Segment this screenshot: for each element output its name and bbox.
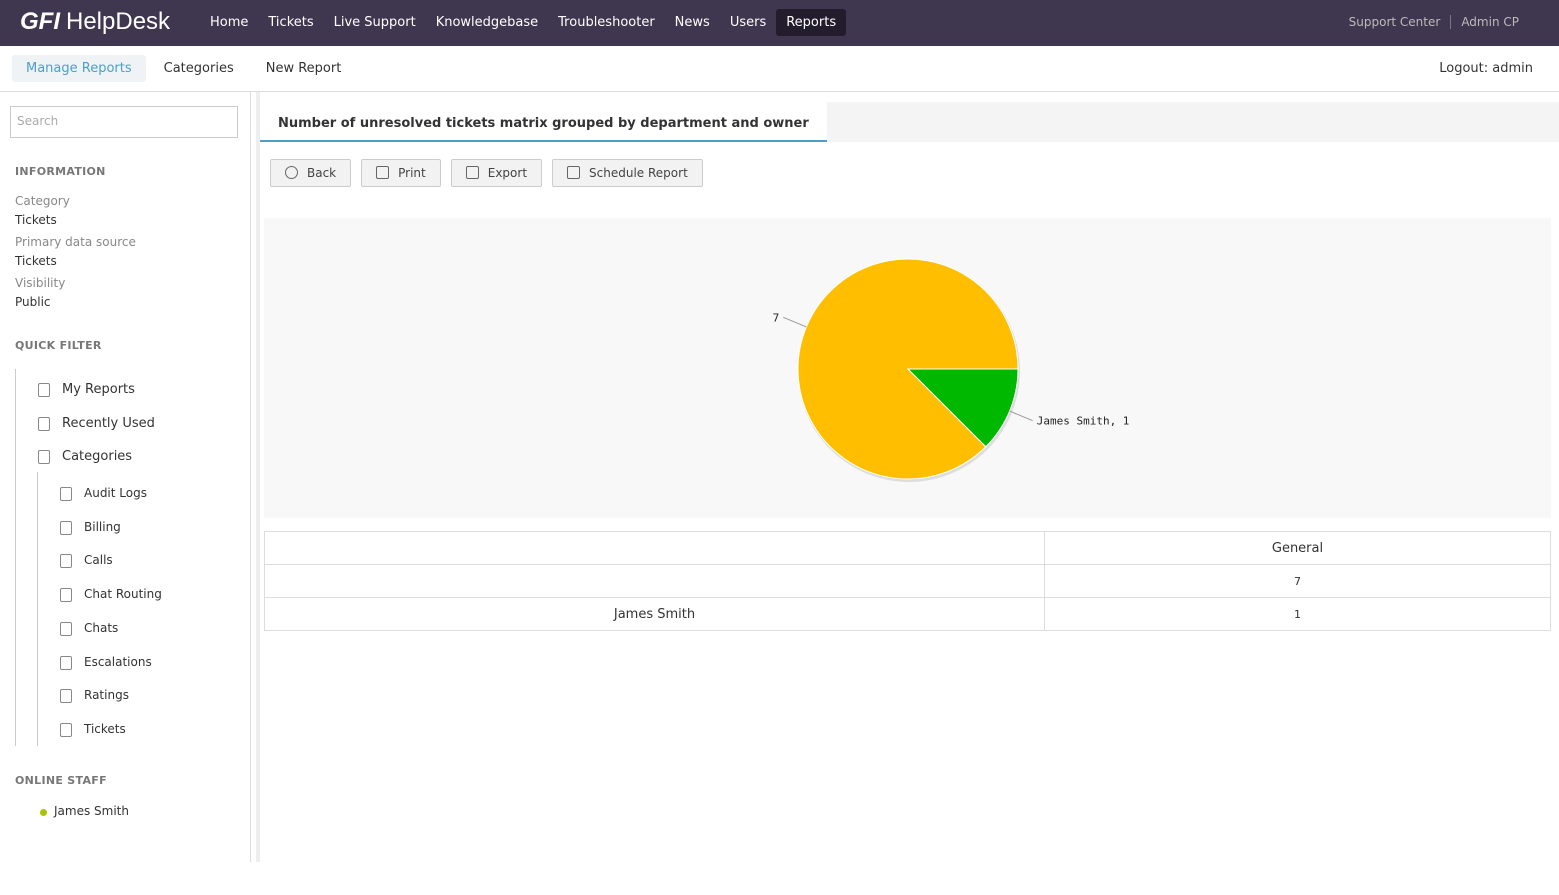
category-icon — [60, 487, 72, 501]
toolbar-button[interactable]: Export — [450, 159, 543, 187]
category-link[interactable]: Ratings — [84, 688, 129, 703]
logo-product: HelpDesk — [66, 8, 171, 35]
staff-name: James Smith — [54, 804, 129, 818]
button-icon — [465, 166, 479, 179]
info-value: Public — [15, 295, 51, 309]
category-link[interactable]: Chat Routing — [84, 587, 162, 602]
info-label: Visibility — [15, 276, 66, 290]
info-value: Tickets — [15, 213, 57, 227]
category-icon — [60, 554, 72, 569]
heading: QUICK FILTER — [15, 339, 102, 352]
quick-filter[interactable]: Recently Used — [62, 415, 155, 431]
status-dot — [40, 809, 47, 816]
report-tab[interactable]: Number of unresolved tickets matrix grou… — [260, 102, 827, 142]
quick-filter[interactable]: My Reports — [62, 382, 135, 397]
sub-tab[interactable]: New Report — [265, 61, 342, 76]
main-nav: Home Tickets Live Support Knowledgebase Trou… — [200, 9, 847, 36]
category-link[interactable]: Chats — [84, 620, 119, 635]
quick-filter[interactable]: Categories — [62, 449, 133, 464]
nav-item[interactable]: Home — [210, 15, 249, 30]
category-icon — [60, 689, 72, 704]
nav-item[interactable]: Troubleshooter — [558, 15, 655, 30]
nav-item[interactable]: Reports — [776, 9, 847, 36]
table-cell: 7 — [1044, 564, 1551, 598]
category-link[interactable]: Billing — [84, 519, 121, 534]
tabs: Manage Reports Categories New Report — [12, 55, 355, 82]
column-header: General — [1044, 531, 1551, 565]
nav-item[interactable]: Tickets — [268, 15, 314, 30]
toolbar-button[interactable]: Back — [270, 159, 352, 187]
category-icon — [60, 520, 72, 535]
nav-item[interactable]: News — [674, 15, 710, 30]
toolbar-button[interactable]: Print — [361, 159, 441, 187]
table-cell — [264, 531, 1045, 565]
table-cell — [264, 564, 1045, 598]
info-label: Category — [15, 194, 70, 208]
logout[interactable]: Logout: admin — [1439, 61, 1533, 76]
category-link[interactable]: Audit Logs — [84, 486, 147, 500]
filter-icon — [38, 416, 50, 431]
search-box[interactable]: Search — [10, 106, 238, 138]
table-row: James Smith 1 — [264, 597, 1551, 631]
category-icon — [60, 588, 72, 603]
filter-icon — [38, 450, 50, 464]
category-link[interactable]: Calls — [84, 553, 113, 568]
nav-item[interactable]: Live Support — [333, 15, 416, 30]
sidebar: Search INFORMATION QUICK FILTER ONLINE S… — [0, 92, 251, 862]
category-icon — [60, 722, 72, 737]
top-bar: GFI HelpDesk Home Tickets Live Support Knowl… — [0, 0, 1559, 46]
table-row: 7 — [264, 564, 1551, 598]
header-link[interactable]: Admin CP — [1450, 15, 1519, 29]
sub-tab[interactable]: Categories — [163, 61, 234, 76]
toolbar-button[interactable]: Schedule Report — [552, 159, 703, 187]
toolbar: Back Print Export Schedule Report — [270, 159, 703, 187]
report-area: Number of unresolved tickets matrix grou… — [256, 92, 1559, 862]
header-link[interactable]: Support Center — [1348, 15, 1441, 29]
logo-brand: GFI — [20, 8, 60, 35]
nav-item[interactable]: Knowledgebase — [435, 15, 539, 30]
right-links: Support Center Admin CP — [1349, 15, 1519, 29]
sub-tab[interactable]: Manage Reports — [12, 55, 146, 82]
category-link[interactable]: Escalations — [84, 654, 152, 669]
nav-item[interactable]: Users — [729, 15, 767, 30]
heading: ONLINE STAFF — [15, 774, 107, 787]
tree-line — [37, 472, 38, 746]
table-header-row: General — [264, 531, 1551, 565]
button-icon — [567, 166, 581, 179]
category-icon — [60, 655, 72, 670]
info-label: Primary data source — [15, 235, 136, 249]
report-tab-bar: Number of unresolved tickets matrix grou… — [260, 102, 1559, 142]
category-icon — [60, 621, 72, 636]
button-icon — [376, 166, 390, 179]
table-cell: James Smith — [264, 597, 1045, 631]
tree-line — [15, 369, 16, 746]
table-cell: 1 — [1044, 597, 1551, 631]
report-table: General 7 James Smith 1 — [264, 531, 1551, 631]
logo[interactable]: GFI HelpDesk — [20, 8, 170, 36]
info-value: Tickets — [15, 254, 57, 268]
sub-nav: Manage Reports Categories New Report Logou… — [0, 46, 1559, 92]
filter-icon — [38, 383, 50, 397]
button-icon — [285, 166, 298, 179]
category-link[interactable]: Tickets — [84, 721, 126, 736]
heading: INFORMATION — [15, 165, 106, 178]
